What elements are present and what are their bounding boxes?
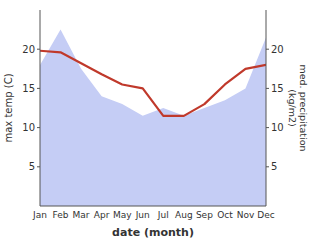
y2-tick (266, 127, 269, 128)
x-tick-label: Mar (73, 210, 90, 220)
y-tick-label: 15 (22, 83, 35, 94)
plot-area (40, 30, 266, 206)
x-axis-line (40, 206, 266, 207)
y-tick (37, 127, 40, 128)
y-axis-label: max temp (C) (3, 73, 14, 142)
x-tick-label: Feb (53, 210, 69, 220)
chart: 5 10 15 20 5 10 15 20 Jan Feb Mar AprMayJun Jul AugSe… (0, 0, 318, 242)
x-tick-label: Oct (217, 210, 233, 220)
y-tick-label: 5 (29, 161, 35, 172)
precip-area (40, 30, 266, 206)
x-tick-label: Nov (237, 210, 255, 220)
y2-tick-label: 15 (271, 83, 284, 94)
temp-line (40, 51, 266, 116)
y2-tick (266, 88, 269, 89)
y-tick-label: 10 (22, 122, 35, 133)
y-tick (37, 166, 40, 167)
x-tick-label: May (113, 210, 132, 220)
y2-tick (266, 49, 269, 50)
x-tick-label: Aug (175, 210, 193, 220)
y-axis-line (40, 10, 41, 206)
x-tick-label: Jul (157, 210, 169, 220)
y2-axis-line (266, 10, 267, 206)
y2-tick-label: 5 (271, 161, 277, 172)
y2-tick-label: 10 (271, 122, 284, 133)
y-tick-label: 20 (22, 44, 35, 55)
y2-tick (266, 166, 269, 167)
y-tick (37, 49, 40, 50)
x-tick-label: Dec (257, 210, 274, 220)
y2-axis-label: med. precipitation(kg/m2) (287, 64, 309, 151)
x-axis-label: date (month) (112, 226, 194, 239)
y-tick (37, 88, 40, 89)
x-tick-label: Sep (196, 210, 213, 220)
x-tick-label: Jun (135, 210, 150, 220)
x-tick-label: Jan (32, 210, 47, 220)
y2-tick-label: 20 (271, 44, 284, 55)
x-tick-label: Apr (94, 210, 110, 220)
